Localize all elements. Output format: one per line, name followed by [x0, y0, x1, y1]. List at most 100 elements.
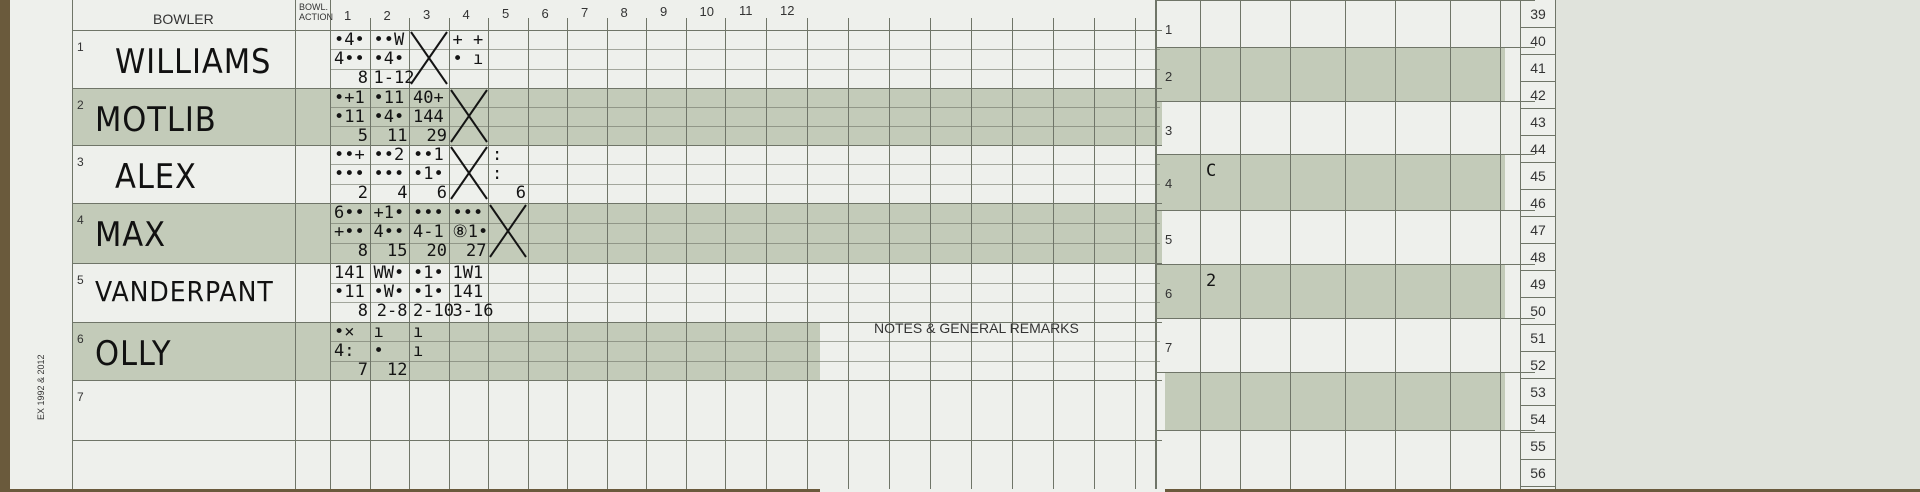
side-number-divider: [1520, 378, 1555, 379]
over-number-header: 7: [581, 5, 589, 20]
over-column-divider: [448, 18, 450, 489]
right-mark: 2: [1206, 271, 1217, 291]
sub-divider: [330, 68, 1160, 70]
over-entry: :: [492, 164, 503, 184]
over-cross-mark: [410, 31, 448, 85]
side-col-right: [1555, 0, 1556, 489]
right-column-divider: [1395, 0, 1396, 489]
side-col-left: [1520, 0, 1521, 489]
side-number: 54: [1530, 411, 1546, 427]
over-entry: 6: [436, 183, 447, 203]
right-row-number: 6: [1165, 286, 1173, 301]
over-entry: 4••: [373, 222, 405, 242]
over-number-header: 3: [423, 7, 431, 22]
over-entry: 5: [357, 126, 368, 146]
side-number-divider: [1520, 189, 1555, 190]
over-cross-mark: [489, 204, 527, 258]
right-row-number: 4: [1165, 176, 1173, 191]
over-entry: WW•: [373, 263, 405, 283]
over-entry: ⑧1•: [452, 222, 489, 242]
bowler-header: BOWLER: [153, 11, 214, 27]
over-entry: 2-8: [376, 301, 408, 321]
side-number: 41: [1530, 60, 1546, 76]
over-entry: •••: [334, 164, 365, 184]
sub-divider: [330, 282, 1160, 284]
right-column-divider: [1290, 0, 1291, 489]
over-entry: •+1: [334, 88, 365, 108]
over-column-divider: [369, 18, 371, 489]
over-entry: ı: [373, 322, 384, 342]
over-column-divider: [766, 18, 767, 489]
side-number: 39: [1530, 6, 1546, 22]
sheet-right-edge: [1155, 0, 1157, 489]
over-entry: 144: [413, 107, 444, 127]
side-number-divider: [1520, 459, 1555, 460]
over-entry: •11: [373, 88, 405, 108]
over-entry: 20: [426, 241, 447, 261]
over-entry: •••: [452, 203, 484, 223]
side-number-divider: [1520, 270, 1555, 271]
bowler-row-number: 1: [77, 40, 84, 54]
side-number-divider: [1520, 81, 1555, 82]
side-number: 42: [1530, 87, 1546, 103]
over-column-divider: [930, 18, 931, 489]
over-entry: + +: [452, 30, 484, 50]
right-column-divider: [1500, 0, 1501, 489]
over-column-divider: [330, 18, 331, 489]
over-entry: •11: [334, 107, 365, 127]
over-entry: •4•: [373, 49, 405, 69]
row-divider: [72, 263, 1162, 264]
over-column-divider: [848, 18, 849, 489]
side-number: 44: [1530, 141, 1546, 157]
side-number: 43: [1530, 114, 1546, 130]
notes-area: [820, 322, 1165, 492]
over-number-header: 11: [739, 3, 753, 18]
bowler-row-number: 5: [77, 273, 84, 287]
over-entry: •••: [413, 203, 444, 223]
over-column-divider: [807, 18, 808, 489]
row-band: [72, 88, 1162, 145]
over-entry: • ı: [452, 49, 484, 69]
side-number-divider: [1520, 351, 1555, 352]
side-number-divider: [1520, 486, 1555, 487]
over-entry: 8: [357, 301, 368, 321]
over-column-divider: [685, 18, 687, 489]
over-entry: +1•: [373, 203, 405, 223]
side-number-divider: [1520, 405, 1555, 406]
over-entry: ••2: [373, 145, 405, 165]
sub-divider: [330, 164, 1160, 166]
over-entry: +••: [334, 222, 365, 242]
right-row-band: [1155, 47, 1505, 101]
bowler-name: MAX: [95, 215, 167, 255]
over-number-header: 10: [699, 3, 714, 19]
over-entry: •W•: [373, 282, 405, 302]
right-mark: C: [1206, 161, 1217, 181]
side-number-divider: [1520, 324, 1555, 325]
over-entry: •4•: [334, 30, 365, 50]
side-number: 40: [1530, 33, 1546, 49]
over-column-divider: [1094, 18, 1095, 489]
side-number-divider: [1520, 216, 1555, 217]
right-column-divider: [1345, 0, 1346, 489]
sub-divider: [330, 107, 1160, 108]
over-entry: 27: [466, 241, 487, 261]
side-number: 45: [1530, 168, 1546, 184]
over-entry: 15: [387, 241, 408, 261]
side-number-divider: [1520, 243, 1555, 244]
over-entry: ••+: [334, 145, 365, 165]
side-number-divider: [1520, 108, 1555, 109]
sub-divider: [330, 126, 1160, 127]
right-row-number: 7: [1165, 340, 1173, 355]
over-column-divider: [646, 18, 647, 489]
sub-divider: [330, 243, 1160, 244]
over-entry: 4••: [334, 49, 365, 69]
sub-divider: [330, 360, 1160, 362]
over-number-header: 5: [502, 6, 510, 21]
over-entry: 2: [357, 183, 368, 203]
over-cross-mark: [449, 146, 488, 200]
over-number-header: 1: [344, 8, 352, 23]
over-entry: 3-16: [452, 301, 494, 321]
over-entry: 12: [387, 360, 408, 380]
over-entry: 4:: [334, 341, 355, 361]
bowl-action-header: BOWL. ACTION: [299, 2, 334, 22]
